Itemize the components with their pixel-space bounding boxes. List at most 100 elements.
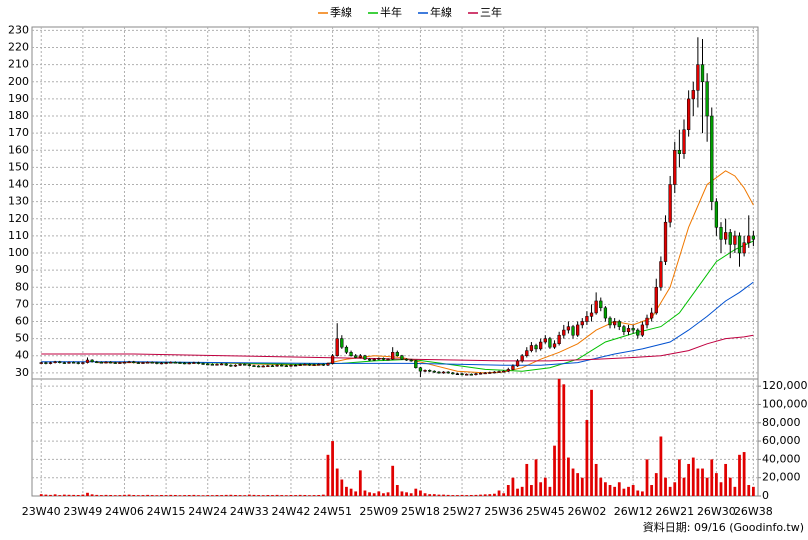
candle-body (400, 355, 404, 360)
volume-bar (511, 477, 515, 496)
candle-body (201, 363, 205, 365)
candle-body (289, 364, 293, 367)
candle-body (723, 232, 728, 240)
candle-body (534, 345, 538, 350)
candle-body (557, 334, 561, 345)
candle-body (266, 365, 270, 367)
volume-bar (335, 468, 339, 496)
candle-body (700, 64, 705, 83)
candle-body (751, 235, 756, 240)
candle-body (132, 361, 136, 363)
candle-body (90, 359, 94, 362)
y-tick-label: 40 (15, 349, 29, 362)
volume-bar (553, 445, 556, 496)
volume-bar (136, 495, 140, 496)
candle-body (71, 361, 76, 364)
plot-frame (31, 26, 759, 497)
candle-body (451, 372, 455, 375)
volume-bar (326, 454, 330, 496)
candle-body (238, 364, 242, 366)
volume-bar (543, 477, 547, 496)
volume-bar (654, 473, 658, 496)
candle-body (85, 359, 90, 363)
volume-bar (243, 495, 247, 496)
volume-bar (247, 494, 251, 496)
y-tick-label: 190 (8, 92, 29, 105)
candle-body (673, 150, 677, 185)
volume-tick-label: 80,000 (762, 416, 801, 429)
candle-body (414, 360, 418, 368)
candle-body (173, 361, 177, 364)
candle-body (733, 235, 737, 245)
y-tick-label: 160 (8, 143, 29, 156)
volume-bar (664, 477, 667, 496)
candle-body (386, 358, 390, 361)
y-tick-label: 210 (8, 58, 29, 71)
candle-body (691, 90, 695, 100)
volume-bar (469, 494, 473, 496)
volume-bar (567, 457, 570, 496)
volume-bar (751, 486, 755, 496)
x-tick-label: 23W40 (22, 505, 61, 518)
volume-bar (414, 488, 418, 496)
candle-body (395, 352, 399, 356)
candle-body (317, 364, 321, 366)
candle-body (668, 184, 672, 223)
legend-label: 三年 (480, 5, 502, 19)
volume-bar (303, 494, 307, 496)
volume-bar (650, 485, 654, 496)
volume-bar (432, 494, 436, 496)
candle-body (603, 307, 608, 319)
volume-bar (224, 494, 228, 496)
volume-bar (483, 494, 487, 496)
volume-bar (604, 482, 607, 496)
volume-bar (391, 465, 395, 496)
volume-bar (724, 463, 728, 496)
y-tick-label: 120 (8, 212, 29, 225)
candle-body (210, 364, 214, 366)
candle-body (367, 358, 372, 361)
candle-body (492, 371, 497, 374)
volume-bar (728, 477, 732, 496)
candle-body (428, 370, 432, 372)
candle-body (529, 345, 534, 351)
volume-bar (266, 494, 270, 496)
candle-body (594, 300, 598, 314)
volume-bar (719, 482, 723, 496)
volume-bar (423, 493, 427, 496)
candle-body (53, 361, 57, 363)
candle-body (423, 370, 427, 372)
volume-bar (123, 494, 126, 496)
volume-bar (173, 494, 177, 496)
y-tick-label: 90 (15, 263, 29, 276)
volume-bar (86, 492, 89, 496)
candle-body (432, 370, 436, 373)
candle-body (270, 365, 275, 367)
volume-bar (252, 494, 256, 496)
candle-body (636, 329, 640, 336)
volume-bar (682, 477, 686, 496)
volume-bar (465, 495, 469, 496)
y-tick-label: 180 (8, 109, 29, 122)
candle-body (187, 362, 191, 365)
candle-body (483, 372, 487, 375)
volume-bar (118, 495, 122, 496)
candle-body (418, 367, 423, 372)
volume-bar (520, 486, 524, 496)
volume-bar (257, 495, 260, 496)
candle-body (243, 364, 247, 366)
volume-bar (349, 488, 353, 496)
y-tick-label: 140 (8, 178, 29, 191)
volume-bar (358, 470, 362, 496)
volume-bar (525, 463, 529, 496)
volume-bar (668, 486, 672, 496)
volume-bar (210, 495, 214, 496)
volume-bar (714, 473, 718, 496)
volume-bar (109, 494, 112, 496)
candle-body (506, 369, 510, 372)
candle-body (728, 232, 732, 245)
candle-body (654, 287, 658, 314)
volume-bar (479, 494, 482, 496)
candle-body (229, 364, 233, 367)
